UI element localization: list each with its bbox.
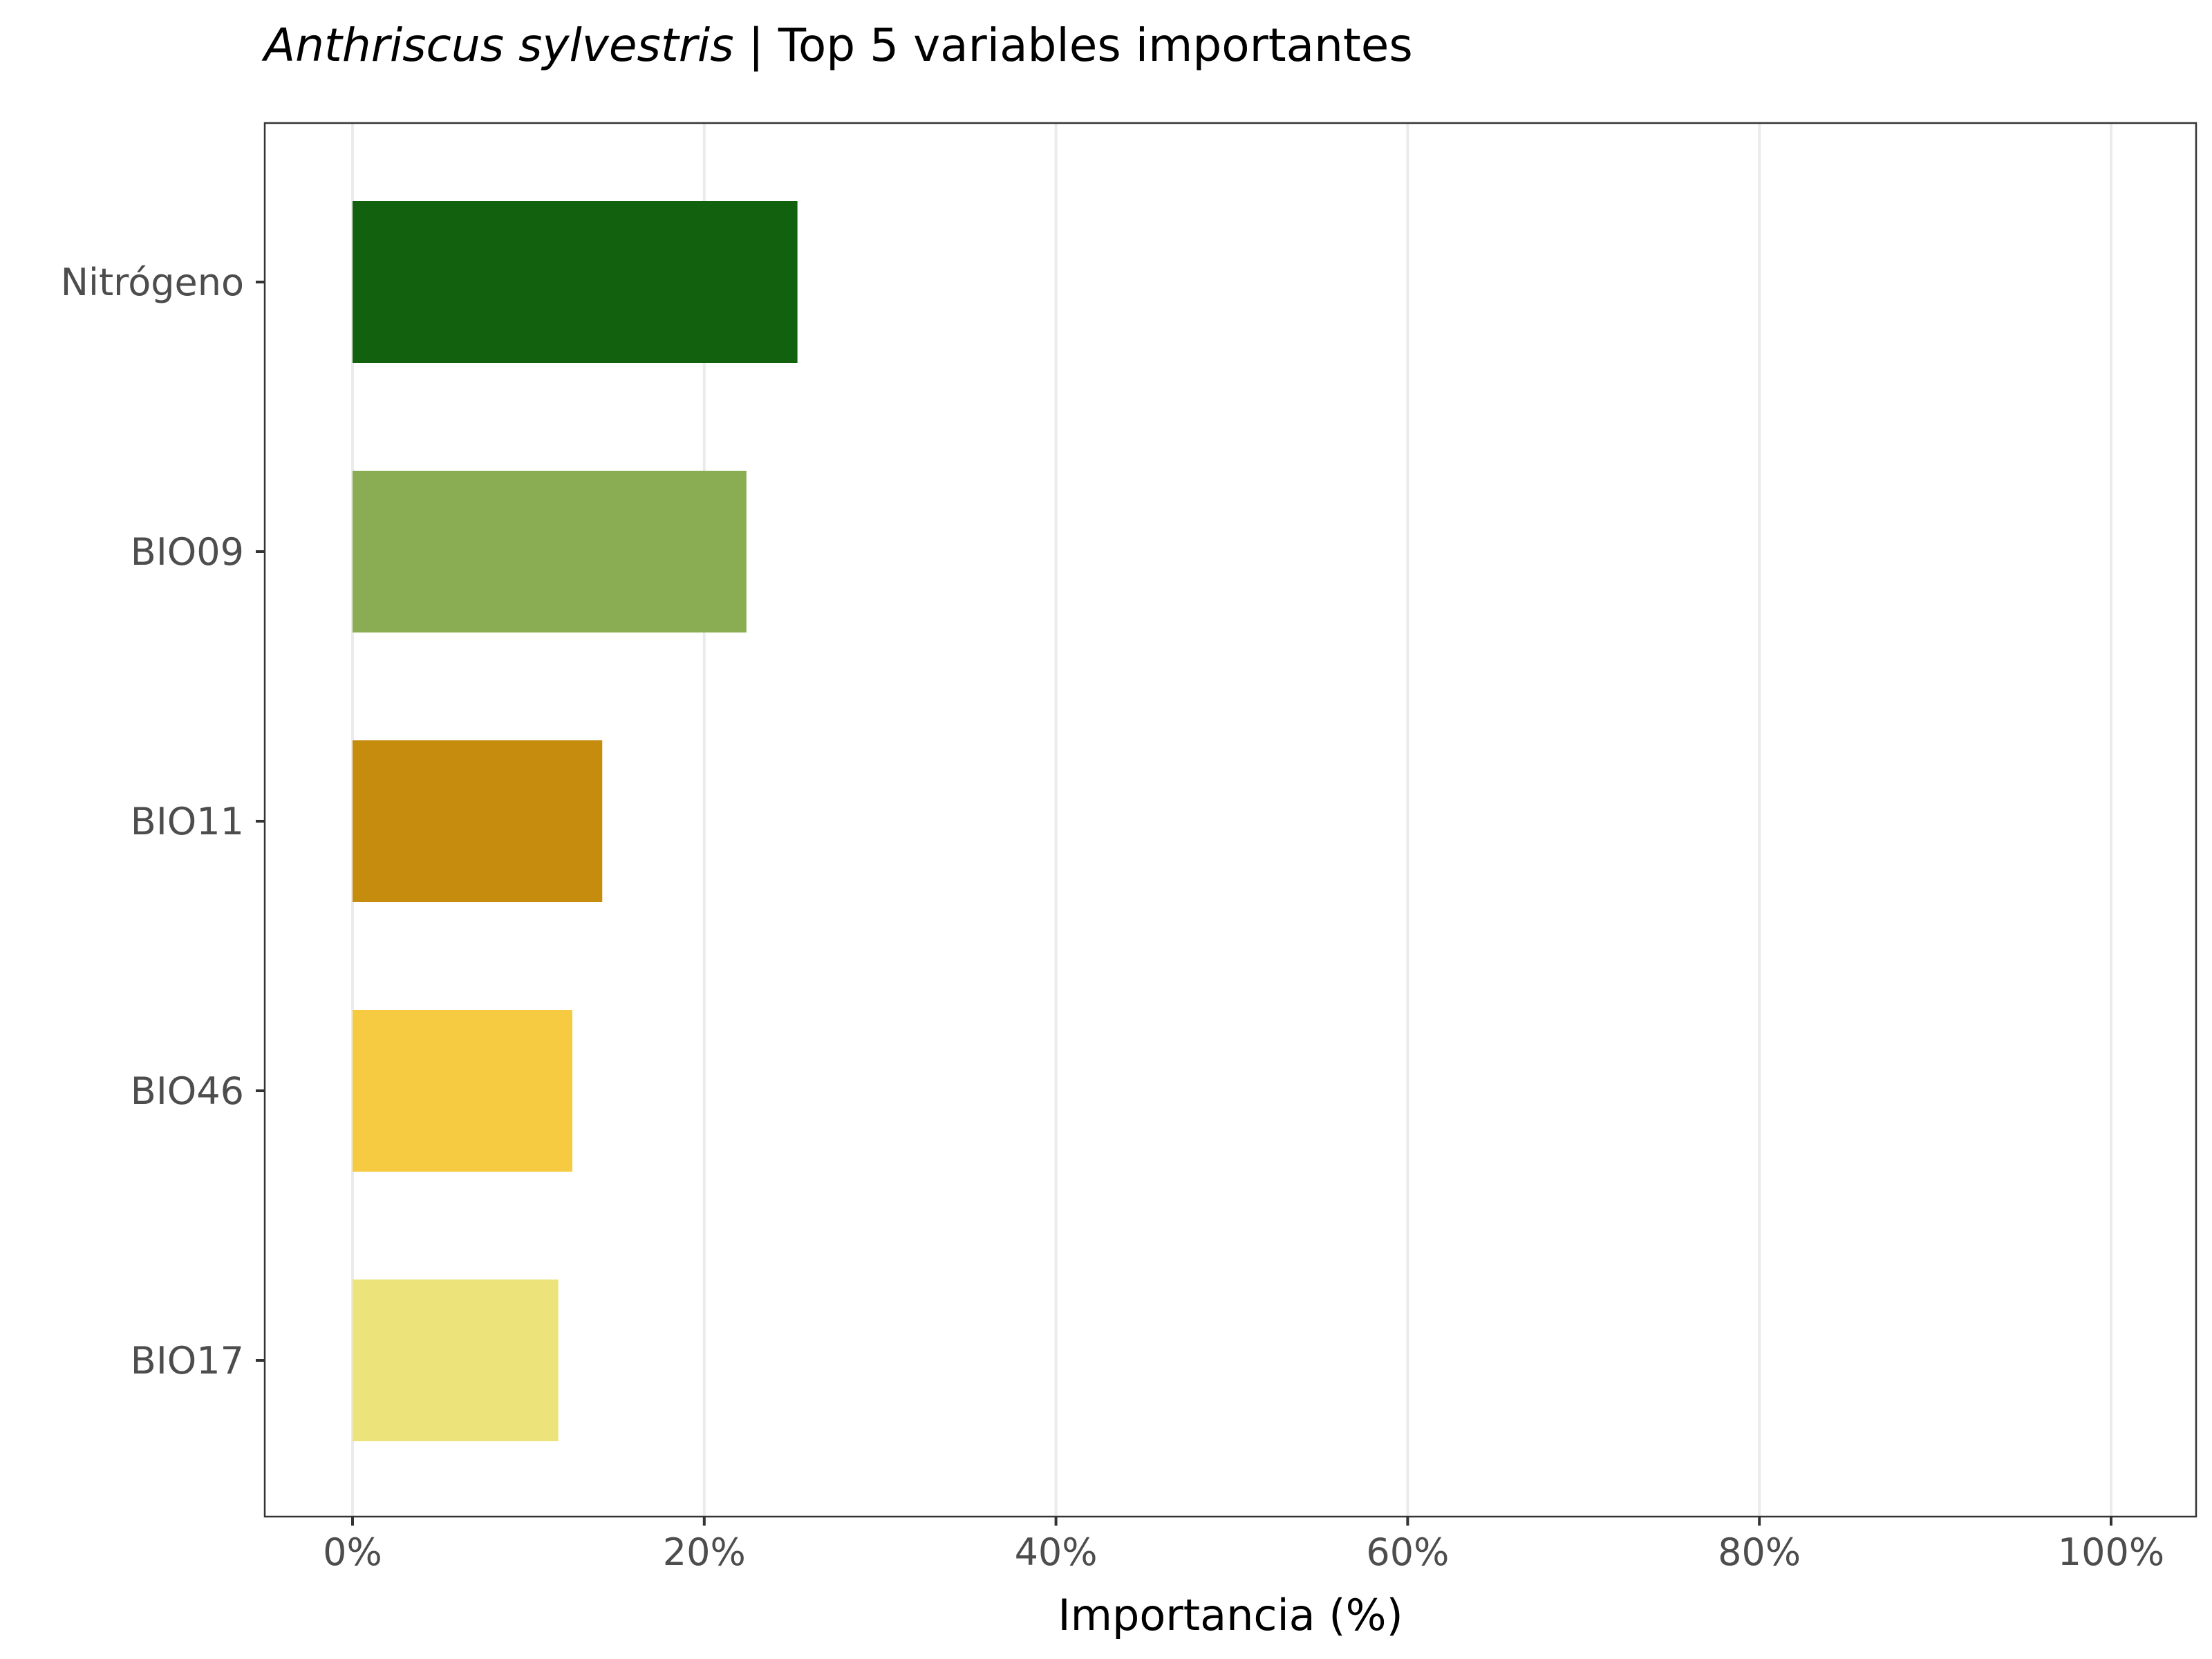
x-tick-label-0: 0%: [323, 1530, 382, 1574]
x-axis: 0% 20% 40% 60% 80% 100%: [323, 1517, 2164, 1574]
x-tick-label-1: 20%: [663, 1530, 746, 1574]
bar-2: [353, 740, 603, 902]
y-tick-label-0: Nitrógeno: [61, 261, 244, 304]
x-tick-label-4: 80%: [1718, 1530, 1801, 1574]
chart-title-rest: | Top 5 variables importantes: [734, 19, 1413, 72]
chart-title: Anthriscus sylvestris | Top 5 variables …: [261, 19, 1413, 72]
y-tick-label-3: BIO46: [131, 1069, 244, 1113]
y-axis: Nitrógeno BIO09 BIO11 BIO46 BIO17: [61, 261, 265, 1382]
x-tick-label-5: 100%: [2058, 1530, 2164, 1574]
y-tick-label-1: BIO09: [131, 530, 244, 574]
bars: [353, 201, 798, 1441]
y-tick-label-4: BIO17: [131, 1339, 244, 1382]
x-tick-label-3: 60%: [1366, 1530, 1449, 1574]
x-axis-title: Importancia (%): [1058, 1590, 1403, 1640]
chart-title-species: Anthriscus sylvestris: [261, 19, 734, 72]
bar-4: [353, 1280, 559, 1441]
bar-3: [353, 1010, 572, 1172]
bar-0: [353, 201, 798, 363]
y-tick-label-2: BIO11: [131, 800, 244, 843]
x-tick-label-2: 40%: [1015, 1530, 1098, 1574]
bar-1: [353, 471, 747, 632]
